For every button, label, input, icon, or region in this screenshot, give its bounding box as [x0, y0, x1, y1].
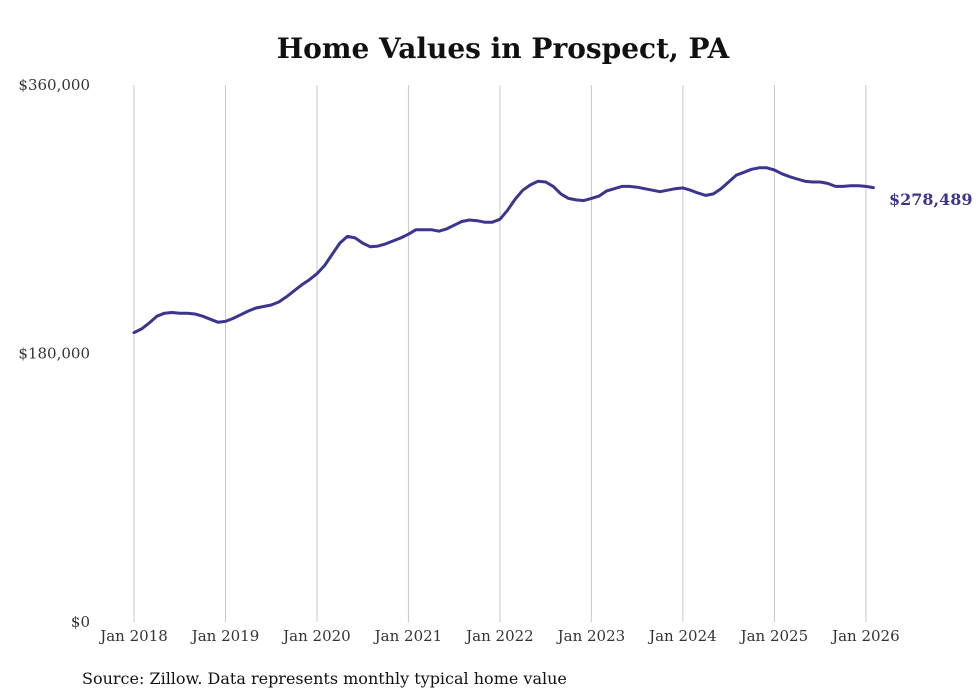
x-tick-label: Jan 2024 [647, 627, 717, 645]
x-tick-label: Jan 2026 [830, 627, 900, 645]
y-tick-label: $0 [71, 613, 90, 631]
x-axis: Jan 2018 Jan 2019 Jan 2020 Jan 2021 Jan 2022… [98, 627, 899, 645]
y-tick-label: $180,000 [18, 345, 90, 363]
series-line-home-value [132, 166, 875, 335]
source-note: Source: Zillow. Data represents monthly … [82, 669, 567, 688]
chart-title: Home Values in Prospect, PA [277, 32, 731, 65]
x-tick-label: Jan 2021 [373, 627, 443, 645]
gridlines [133, 85, 867, 622]
y-axis: $0 $180,000 $360,000 [18, 76, 90, 631]
x-tick-label: Jan 2019 [190, 627, 260, 645]
x-tick-label: Jan 2022 [464, 627, 534, 645]
x-tick-label: Jan 2018 [98, 627, 168, 645]
y-tick-label: $360,000 [18, 76, 90, 94]
x-tick-label: Jan 2023 [556, 627, 626, 645]
x-tick-label: Jan 2025 [739, 627, 809, 645]
last-value-label: $278,489 [889, 190, 973, 209]
plot-area [132, 166, 875, 335]
x-tick-label: Jan 2020 [281, 627, 351, 645]
